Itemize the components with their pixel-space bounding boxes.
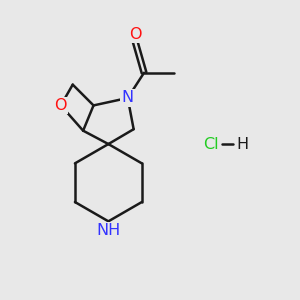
Text: O: O	[55, 98, 67, 113]
Text: O: O	[129, 26, 141, 41]
Text: NH: NH	[96, 223, 121, 238]
Text: Cl: Cl	[203, 136, 219, 152]
Text: N: N	[122, 91, 134, 106]
Text: H: H	[236, 136, 248, 152]
